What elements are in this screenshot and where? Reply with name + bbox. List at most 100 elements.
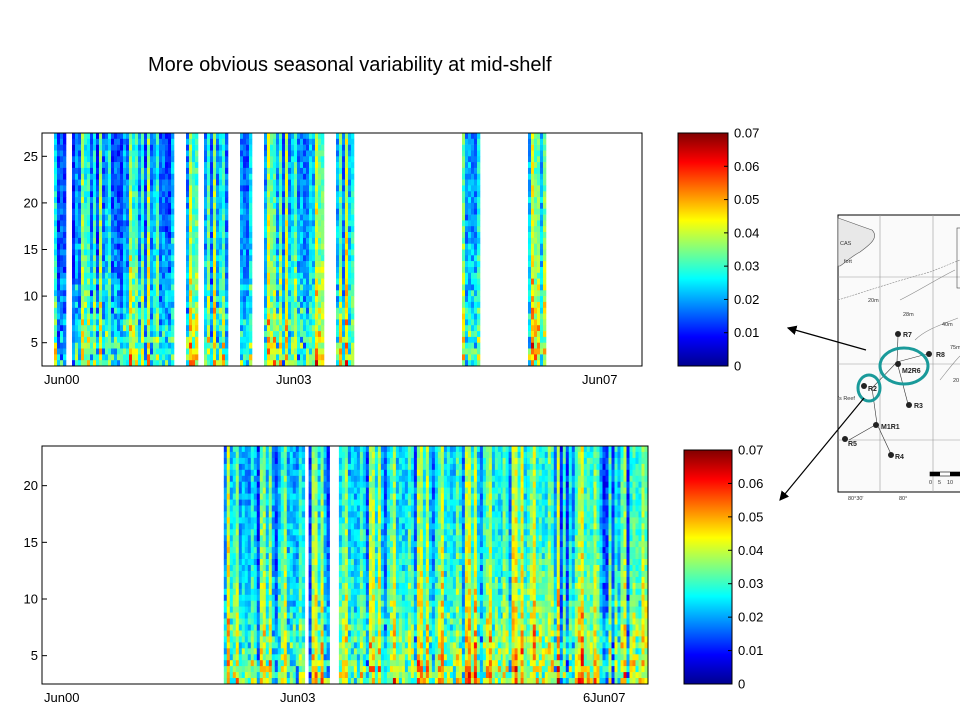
heatmap-cell	[537, 301, 541, 308]
heatmap-cell	[528, 267, 532, 274]
heatmap-cell	[292, 582, 297, 590]
heatmap-cell	[144, 354, 148, 361]
heatmap-cell	[57, 243, 61, 250]
heatmap-cell	[93, 348, 97, 355]
heatmap-cell	[318, 261, 322, 268]
heatmap-cell	[216, 226, 220, 233]
heatmap-cell	[165, 336, 169, 343]
heatmap-cell	[171, 360, 175, 366]
heatmap-cell	[314, 493, 318, 500]
heatmap-cell	[465, 267, 469, 274]
heatmap-cell	[216, 313, 220, 320]
heatmap-cell	[216, 301, 220, 308]
heatmap-cell	[286, 565, 291, 572]
heatmap-cell	[108, 197, 112, 204]
heatmap-cell	[288, 261, 292, 268]
heatmap-cell	[262, 571, 267, 578]
heatmap-cell	[129, 290, 133, 297]
heatmap-cell	[309, 150, 313, 157]
heatmap-cell	[84, 144, 88, 151]
heatmap-cell	[138, 232, 142, 239]
heatmap-cell	[132, 232, 136, 239]
heatmap-cell	[345, 313, 349, 320]
heatmap-cell	[468, 173, 472, 180]
heatmap-cell	[317, 630, 321, 637]
heatmap-cell	[222, 354, 226, 361]
heatmap-cell	[96, 278, 100, 285]
heatmap-cell	[273, 313, 277, 320]
heatmap-cell	[126, 150, 130, 157]
heatmap-cell	[268, 612, 273, 619]
heatmap-cell	[543, 208, 547, 215]
heatmap-cell	[189, 348, 193, 355]
heatmap-cell	[264, 220, 268, 227]
heatmap-cell	[235, 511, 240, 518]
heatmap-cell	[195, 237, 199, 244]
heatmap-cell	[210, 226, 214, 233]
heatmap-cell	[159, 179, 163, 186]
heatmap-cell	[300, 197, 304, 204]
page-title: More obvious seasonal variability at mid…	[148, 54, 552, 76]
heatmap-cell	[306, 232, 310, 239]
heatmap-cell	[204, 173, 208, 180]
heatmap-cell	[253, 499, 258, 506]
heatmap-cell	[138, 162, 142, 169]
heatmap-cell	[153, 220, 157, 227]
heatmap-cell	[265, 469, 270, 477]
heatmap-cell	[117, 307, 121, 314]
heatmap-cell	[102, 360, 106, 366]
heatmap-cell	[285, 197, 289, 204]
heatmap-cell	[141, 202, 145, 209]
heatmap-cell	[78, 307, 82, 314]
heatmap-cell	[213, 156, 217, 163]
heatmap-cell	[150, 325, 154, 332]
heatmap-cell	[162, 313, 166, 320]
heatmap-cell	[465, 296, 469, 303]
heatmap-cell	[225, 243, 229, 250]
heatmap-cell	[120, 162, 124, 169]
heatmap-cell	[348, 214, 352, 221]
heatmap-cell	[289, 451, 294, 459]
heatmap-cell	[96, 336, 100, 343]
heatmap-cell	[246, 336, 250, 343]
heatmap-cell	[289, 511, 294, 518]
heatmap-cell	[250, 499, 255, 506]
heatmap-cell	[274, 463, 279, 471]
heatmap-cell	[471, 220, 475, 227]
heatmap-cell	[195, 179, 199, 186]
heatmap-cell	[295, 576, 300, 584]
heatmap-cell	[289, 678, 294, 684]
heatmap-cell	[317, 475, 321, 483]
heatmap-cell	[138, 354, 142, 361]
heatmap-cell	[345, 237, 349, 244]
heatmap-cell	[171, 150, 175, 157]
heatmap-cell	[534, 261, 538, 268]
heatmap-cell	[168, 284, 172, 291]
heatmap-cell	[238, 660, 243, 667]
heatmap-cell	[279, 325, 283, 332]
heatmap-cell	[60, 284, 64, 291]
heatmap-cell	[294, 185, 298, 192]
heatmap-cell	[63, 354, 67, 361]
heatmap-cell	[54, 307, 58, 314]
heatmap-cell	[168, 272, 172, 279]
heatmap-cell	[105, 296, 109, 303]
heatmap-cell	[273, 243, 277, 250]
heatmap-cell	[87, 173, 91, 180]
heatmap-cell	[465, 133, 469, 140]
heatmap-cell	[243, 301, 247, 308]
heatmap-cell	[126, 179, 130, 186]
heatmap-cell	[126, 331, 130, 338]
heatmap-cell	[267, 202, 271, 209]
heatmap-cell	[289, 517, 294, 524]
heatmap-cell	[144, 336, 148, 343]
heatmap-cell	[232, 463, 237, 471]
heatmap-cell	[63, 360, 67, 366]
heatmap-cell	[150, 360, 154, 366]
heatmap-cell	[300, 191, 304, 198]
heatmap-cell	[135, 133, 139, 140]
heatmap-cell	[235, 541, 240, 548]
heatmap-cell	[300, 237, 304, 244]
heatmap-cell	[320, 648, 324, 655]
heatmap-cell	[288, 214, 292, 221]
